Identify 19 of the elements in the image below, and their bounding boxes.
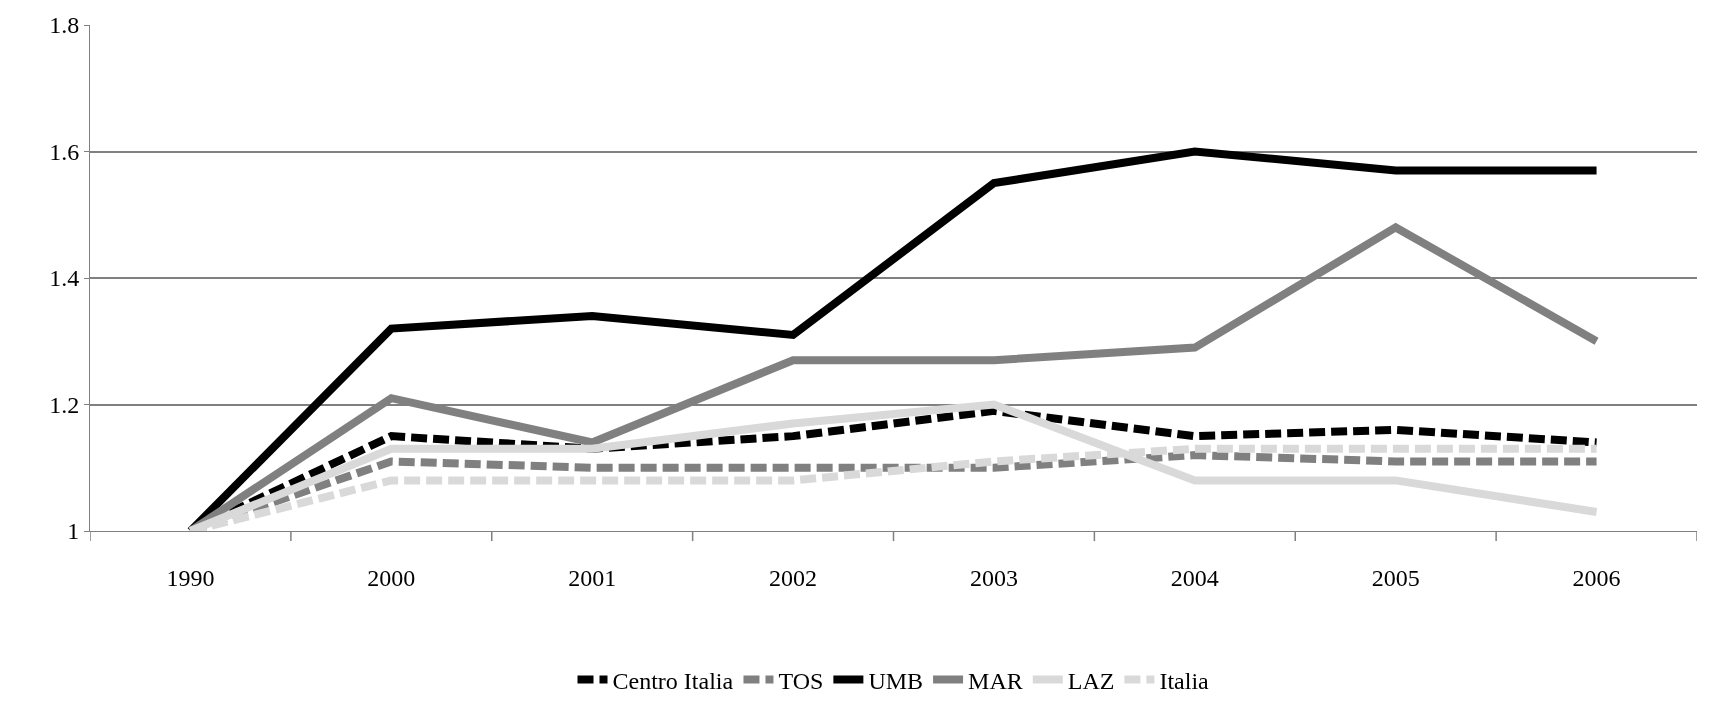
legend-label: Italia bbox=[1159, 667, 1210, 694]
y-tick-label: 1 bbox=[67, 518, 80, 545]
x-tick-label: 2004 bbox=[1170, 564, 1219, 591]
y-tick-label: 1.8 bbox=[49, 12, 80, 39]
legend-label: TOS bbox=[778, 667, 824, 694]
x-tick-label: 2005 bbox=[1371, 564, 1420, 591]
x-tick-label: 2002 bbox=[769, 564, 818, 591]
y-tick-label: 1.6 bbox=[49, 138, 80, 165]
legend-label: UMB bbox=[868, 667, 924, 694]
x-tick-label: 2003 bbox=[969, 564, 1018, 591]
y-tick-label: 1.2 bbox=[49, 391, 80, 418]
x-tick-label: 2001 bbox=[568, 564, 617, 591]
y-tick-label: 1.4 bbox=[49, 265, 80, 292]
x-tick-label: 2000 bbox=[367, 564, 416, 591]
legend-label: Centro Italia bbox=[612, 667, 734, 694]
legend-label: LAZ bbox=[1067, 667, 1115, 694]
legend-label: MAR bbox=[968, 667, 1023, 694]
x-tick-label: 2006 bbox=[1572, 564, 1621, 591]
x-tick-label: 1990 bbox=[166, 564, 215, 591]
